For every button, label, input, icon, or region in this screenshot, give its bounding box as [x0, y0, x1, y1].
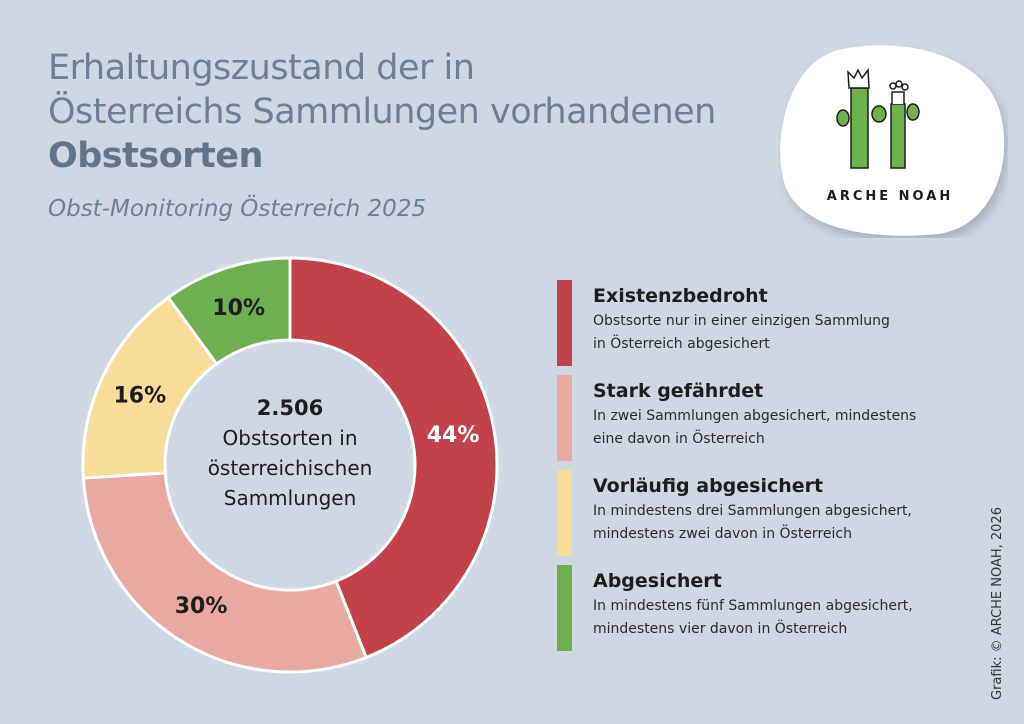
center-label-line-3: Sammlungen	[224, 486, 357, 510]
donut-slice-abgesichert	[166, 256, 292, 366]
donut-slice-stark-gef-hrdet	[81, 471, 369, 674]
legend-desc-line-2: mindestens zwei davon in Österreich	[593, 526, 852, 542]
legend-title: Vorläufig abgesichert	[593, 475, 824, 497]
donut-data-label: 30%	[175, 594, 228, 619]
legend-item-stark-gefaehrdet: Stark gefährdet In zwei Sammlungen abges…	[557, 375, 967, 469]
donut-data-label: 44%	[427, 423, 480, 448]
legend-title: Abgesichert	[593, 570, 722, 592]
donut-chart: 44% 30% 16% 10% 2.506 Obstsorten in österre…	[81, 256, 499, 674]
legend-swatch	[557, 280, 572, 366]
title-bold: Obstsorten	[48, 136, 263, 176]
page-title: Erhaltungszustand der in Österreichs Sam…	[48, 46, 716, 178]
credit: Grafik: © ARCHE NOAH, 2026	[990, 507, 1005, 700]
legend-item-existenzbedroht: Existenzbedroht Obstsorte nur in einer e…	[557, 280, 967, 374]
legend-desc-line-2: mindestens vier davon in Österreich	[593, 621, 848, 637]
arche-noah-logo: ARCHE NOAH	[780, 45, 1005, 236]
donut-data-label: 16%	[113, 383, 166, 408]
legend-swatch	[557, 565, 572, 651]
legend-title: Stark gefährdet	[593, 380, 764, 402]
donut-data-label: 10%	[212, 296, 265, 321]
plant-icon	[836, 67, 920, 169]
legend-item-abgesichert: Abgesichert In mindestens fünf Sammlunge…	[557, 565, 967, 659]
legend-swatch	[557, 375, 572, 461]
legend-desc-line-1: In zwei Sammlungen abgesichert, mindeste…	[593, 408, 917, 424]
subtitle: Obst-Monitoring Österreich 2025	[48, 196, 427, 222]
legend-swatch	[557, 470, 572, 556]
center-value: 2.506	[257, 396, 323, 420]
title-line-1: Erhaltungszustand der in	[48, 48, 475, 88]
legend-desc-line-1: In mindestens fünf Sammlungen abgesicher…	[593, 598, 913, 614]
center-label-line-2: österreichischen	[208, 456, 373, 480]
legend-desc-line-1: Obstsorte nur in einer einzigen Sammlung	[593, 313, 890, 329]
title-line-2: Österreichs Sammlungen vorhandenen	[48, 92, 716, 132]
legend-title: Existenzbedroht	[593, 285, 768, 307]
center-label-line-1: Obstsorten in	[223, 426, 358, 450]
legend-desc-line-1: In mindestens drei Sammlungen abgesicher…	[593, 503, 912, 519]
legend-desc-line-2: in Österreich abgesichert	[593, 336, 770, 352]
donut-slice-existenzbedroht	[288, 256, 499, 660]
logo-text: ARCHE NOAH	[827, 189, 953, 204]
legend-desc-line-2: eine davon in Österreich	[593, 431, 765, 447]
legend: Existenzbedroht Obstsorte nur in einer e…	[557, 280, 967, 660]
legend-item-vorlaeufig-abgesichert: Vorläufig abgesichert In mindestens drei…	[557, 470, 967, 564]
